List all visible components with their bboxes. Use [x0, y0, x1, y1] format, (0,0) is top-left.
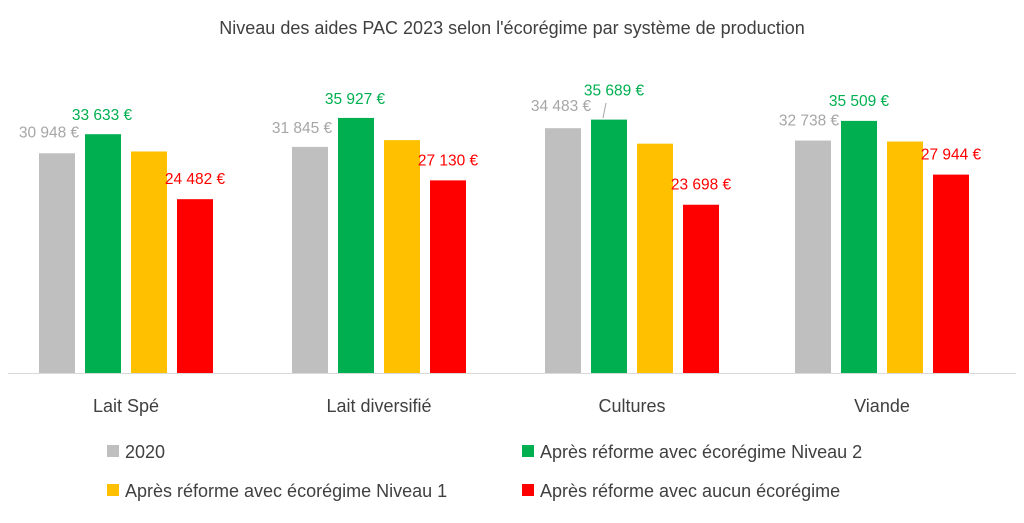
bar-series2-cat3	[887, 141, 923, 373]
legend-label-0: 2020	[125, 442, 165, 462]
bar-series0-cat2	[545, 128, 581, 373]
category-labels-layer: Lait Spé Lait diversifié Cultures Viande	[93, 396, 910, 416]
category-label-1: Lait diversifié	[326, 396, 431, 416]
data-label-series3-cat3: 27 944 €	[921, 147, 982, 164]
bars-layer	[39, 117, 969, 374]
data-label-series1-cat2: 35 689 €	[584, 83, 645, 100]
legend-label-2: Après réforme avec écorégime Niveau 1	[125, 481, 447, 501]
data-label-series0-cat1: 31 845 €	[272, 120, 333, 137]
legend: 2020 Après réforme avec écorégime Niveau …	[107, 442, 862, 501]
legend-swatch-1	[522, 445, 534, 457]
chart-title: Niveau des aides PAC 2023 selon l'écorég…	[219, 18, 804, 38]
bar-series1-cat1	[338, 117, 374, 373]
bar-series2-cat2	[637, 143, 673, 373]
bar-series0-cat1	[292, 146, 328, 373]
category-label-0: Lait Spé	[93, 396, 159, 416]
legend-swatch-2	[107, 484, 119, 496]
category-label-3: Viande	[854, 396, 910, 416]
data-label-series1-cat1: 35 927 €	[325, 91, 386, 108]
data-label-series3-cat1: 27 130 €	[418, 152, 479, 169]
bar-series2-cat1	[384, 140, 420, 373]
legend-label-1: Après réforme avec écorégime Niveau 2	[540, 442, 862, 462]
legend-swatch-0	[107, 445, 119, 457]
bar-series3-cat0	[177, 199, 213, 373]
bar-series2-cat0	[131, 151, 167, 373]
bar-series0-cat0	[39, 153, 75, 373]
bar-series3-cat3	[933, 174, 969, 373]
data-label-series1-cat0: 33 633 €	[72, 107, 133, 124]
legend-swatch-3	[522, 484, 534, 496]
data-label-series1-cat3: 35 509 €	[829, 93, 890, 110]
data-labels-layer: 30 948 €33 633 € 24 482 € 31 845 € 35 927 €…	[19, 83, 982, 194]
data-label-series3-cat2: 23 698 €	[671, 177, 732, 194]
bar-series1-cat2	[591, 119, 627, 374]
legend-label-3: Après réforme avec aucun écorégime	[540, 481, 840, 501]
bar-series1-cat3	[841, 120, 877, 373]
leader-line-cultures	[602, 102, 607, 119]
data-label-series3-cat0: 24 482 €	[165, 171, 226, 188]
data-label-series0-cat0: 30 948 €	[19, 124, 80, 141]
bar-series1-cat0	[85, 134, 121, 373]
bar-series3-cat1	[430, 180, 466, 373]
bar-series3-cat2	[683, 204, 719, 373]
category-label-2: Cultures	[598, 396, 665, 416]
data-label-series0-cat2: 34 483 €	[531, 98, 592, 115]
data-label-series0-cat3: 32 738 €	[779, 113, 840, 130]
bar-series0-cat3	[795, 140, 831, 373]
